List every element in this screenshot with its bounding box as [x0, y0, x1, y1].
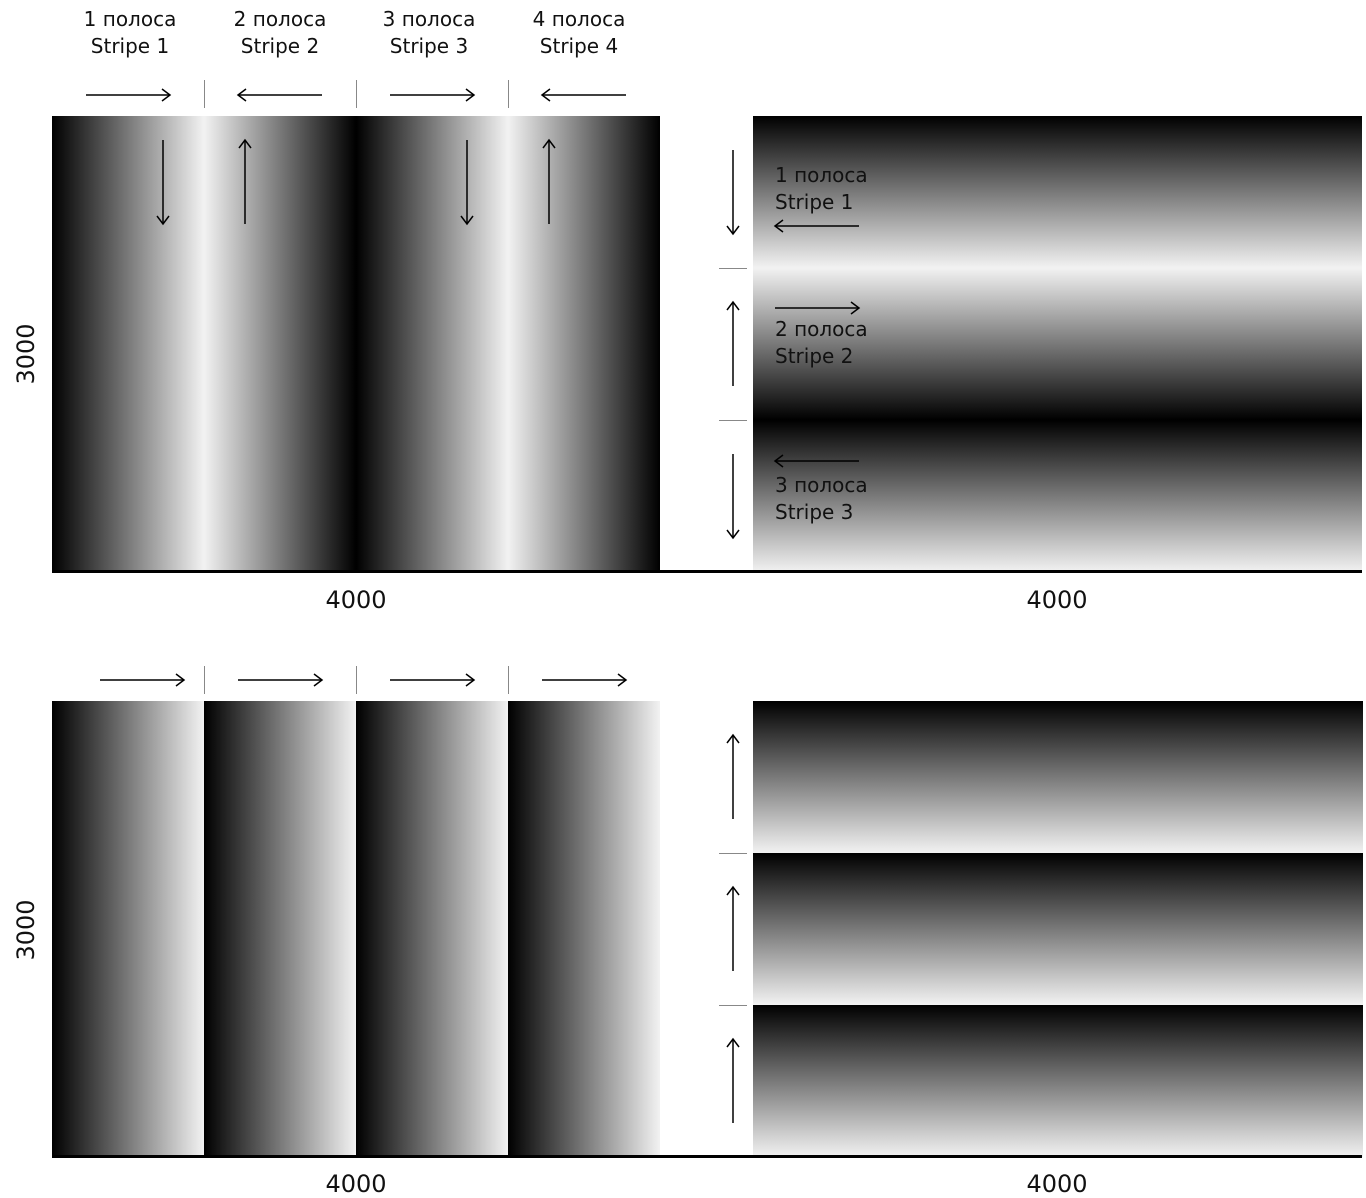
stripe-4-label-ru: 4 полоса: [532, 7, 626, 31]
stripe-1-label-ru: 1 полоса: [775, 163, 868, 187]
stripe-separator: [719, 853, 747, 854]
arrow-down-icon: [726, 150, 740, 236]
stripe-4-label: 4 полоса Stripe 4: [529, 6, 629, 60]
arrow-right-icon: [775, 301, 861, 315]
arrow-down-icon: [460, 140, 474, 226]
horizontal-stripes-alternating-panel: [753, 116, 1362, 572]
stripe-separator: [719, 268, 747, 269]
bottom-baseline: [52, 1155, 1362, 1158]
width-label: 4000: [325, 1170, 387, 1198]
stripe-3-label-ru: 3 полоса: [775, 473, 868, 497]
arrow-left-icon: [236, 88, 322, 102]
stripe-3-label: 3 полоса Stripe 3: [775, 472, 868, 526]
arrow-up-icon: [726, 1037, 740, 1123]
stripe-2-label-en: Stripe 2: [240, 34, 320, 58]
stripe-separator: [719, 1005, 747, 1006]
stripe-4-label-en: Stripe 4: [539, 34, 619, 58]
stripe-separator: [204, 80, 205, 108]
stripe-2-label: 2 полоса Stripe 2: [775, 316, 868, 370]
stripe-3-label-en: Stripe 3: [389, 34, 469, 58]
arrow-down-icon: [726, 454, 740, 540]
stripe-2-label: 2 полоса Stripe 2: [230, 6, 330, 60]
arrow-right-icon: [86, 88, 172, 102]
stripe-separator: [356, 666, 357, 694]
top-baseline: [52, 570, 1362, 573]
width-label: 4000: [1026, 1170, 1088, 1198]
stripe-3-label: 3 полоса Stripe 3: [379, 6, 479, 60]
stripe-1-label: 1 полоса Stripe 1: [80, 6, 180, 60]
vertical-stripes-unidirectional-panel: [52, 701, 660, 1157]
bottom-right-scan-arrows: [726, 733, 740, 1123]
stripe-1-label: 1 полоса Stripe 1: [775, 162, 868, 216]
width-label: 4000: [325, 586, 387, 614]
stripe-separator: [508, 80, 509, 108]
arrow-down-icon: [156, 140, 170, 226]
stripe-2-label-en: Stripe 2: [775, 344, 854, 368]
stripe-separator: [356, 80, 357, 108]
stripe-separator: [204, 666, 205, 694]
top-right-scan-arrows: [726, 150, 861, 540]
vertical-stripes-alternating-panel: [52, 116, 660, 572]
stripe-separator: [719, 420, 747, 421]
arrow-right-icon: [390, 673, 476, 687]
stripe-1-label-ru: 1 полоса: [83, 7, 177, 31]
stripe-3-label-en: Stripe 3: [775, 500, 854, 524]
arrow-right-icon: [100, 673, 186, 687]
arrow-up-icon: [726, 885, 740, 971]
arrow-right-icon: [238, 673, 324, 687]
arrow-right-icon: [542, 673, 628, 687]
stripe-3-label-ru: 3 полоса: [382, 7, 476, 31]
stripe-2-label-ru: 2 полоса: [775, 317, 868, 341]
arrow-up-icon: [238, 138, 252, 224]
horizontal-stripes-unidirectional-panel: [753, 701, 1363, 1157]
bottom-left-direction-arrows: [100, 673, 628, 687]
arrow-up-icon: [726, 733, 740, 819]
arrow-right-icon: [390, 88, 476, 102]
width-label: 4000: [1026, 586, 1088, 614]
top-left-direction-arrows: [86, 88, 626, 102]
stripe-1-label-en: Stripe 1: [775, 190, 854, 214]
arrow-left-icon: [540, 88, 626, 102]
arrow-left-icon: [773, 454, 859, 468]
stripe-2-label-ru: 2 полоса: [233, 7, 327, 31]
arrow-up-icon: [542, 138, 556, 224]
arrow-up-icon: [726, 300, 740, 386]
arrow-left-icon: [773, 219, 859, 233]
stripe-separator: [508, 666, 509, 694]
stripe-1-label-en: Stripe 1: [90, 34, 170, 58]
top-left-scan-arrows: [156, 138, 556, 226]
